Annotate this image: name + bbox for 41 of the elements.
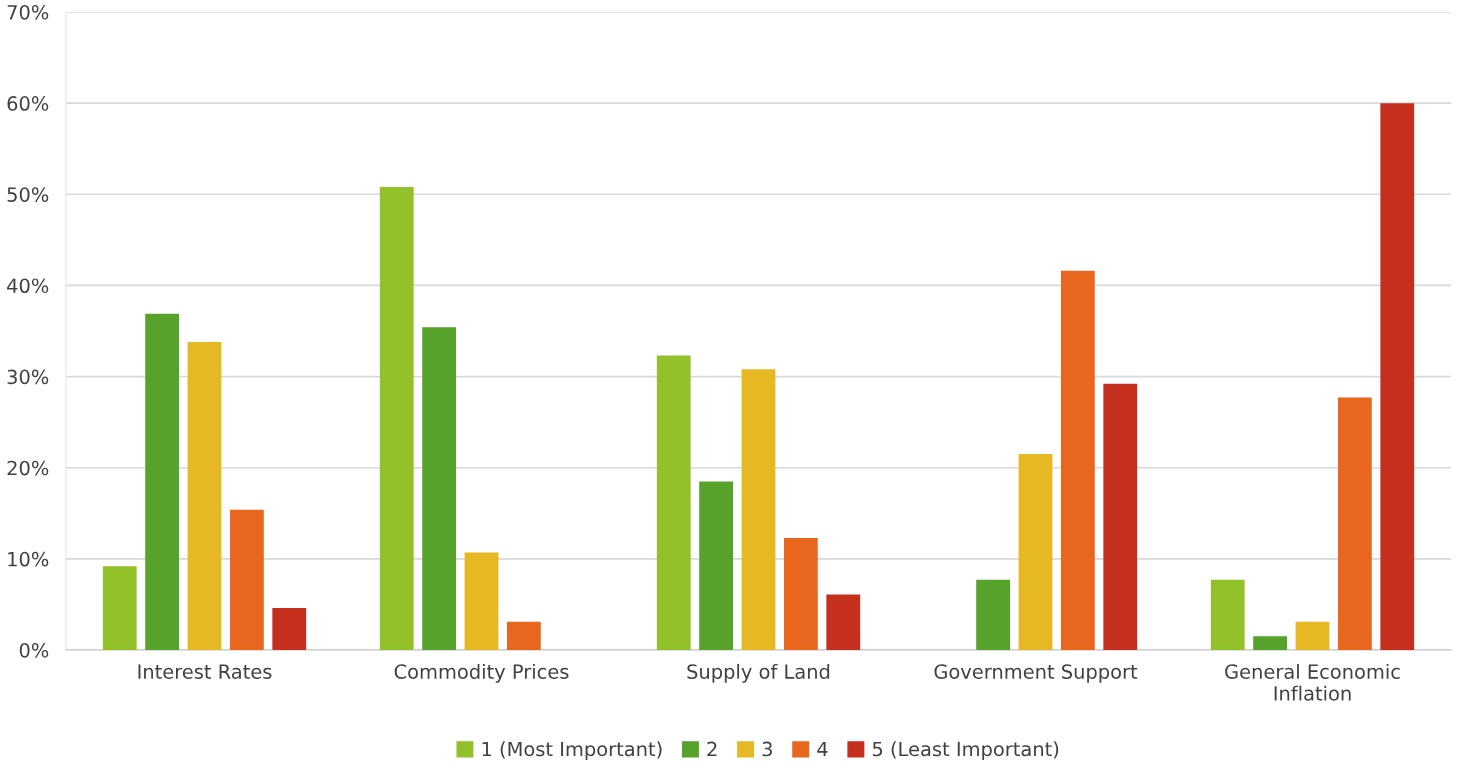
bar — [379, 186, 414, 650]
y-tick-label: 60% — [7, 96, 49, 111]
legend-label: 2 — [707, 741, 717, 757]
bar — [145, 313, 180, 650]
bar — [272, 608, 307, 650]
y-tick-label: 0% — [19, 642, 49, 658]
bar — [976, 579, 1011, 650]
bar — [506, 621, 541, 650]
x-tick-label: Interest Rates — [138, 664, 272, 679]
bar — [1380, 103, 1415, 650]
bar — [1337, 397, 1372, 650]
bar — [656, 355, 691, 650]
bar — [741, 369, 776, 650]
legend-label: 5 (Least Important) — [872, 741, 1059, 761]
bar — [1103, 383, 1138, 650]
bar — [783, 537, 818, 650]
bar — [102, 566, 137, 650]
y-tick-label: 20% — [7, 460, 49, 476]
bar — [229, 509, 264, 650]
x-tick-label: Government Support — [934, 664, 1138, 683]
bar — [1210, 579, 1245, 650]
y-tick-label: 70% — [7, 4, 49, 20]
x-tick-label: Commodity Prices — [394, 663, 569, 683]
bar — [1018, 454, 1053, 650]
bar — [1060, 270, 1095, 650]
y-tick-label: 50% — [7, 187, 49, 202]
bar — [699, 481, 734, 650]
bar — [422, 327, 457, 650]
legend-label: 4 — [817, 741, 828, 757]
legend-label: 3 — [762, 741, 772, 757]
bar — [1253, 636, 1288, 650]
bar — [1295, 621, 1330, 650]
x-tick-label: General Economic Inflation — [1225, 663, 1400, 701]
y-tick-label: 40% — [7, 278, 49, 294]
bar — [187, 341, 222, 650]
legend-label: 1 (Most Important) — [482, 741, 662, 761]
y-tick-label: 10% — [8, 551, 49, 567]
bar — [826, 594, 861, 650]
y-tick-label: 30% — [7, 369, 49, 385]
bar — [464, 552, 499, 650]
x-tick-label: Supply of Land — [687, 663, 830, 683]
